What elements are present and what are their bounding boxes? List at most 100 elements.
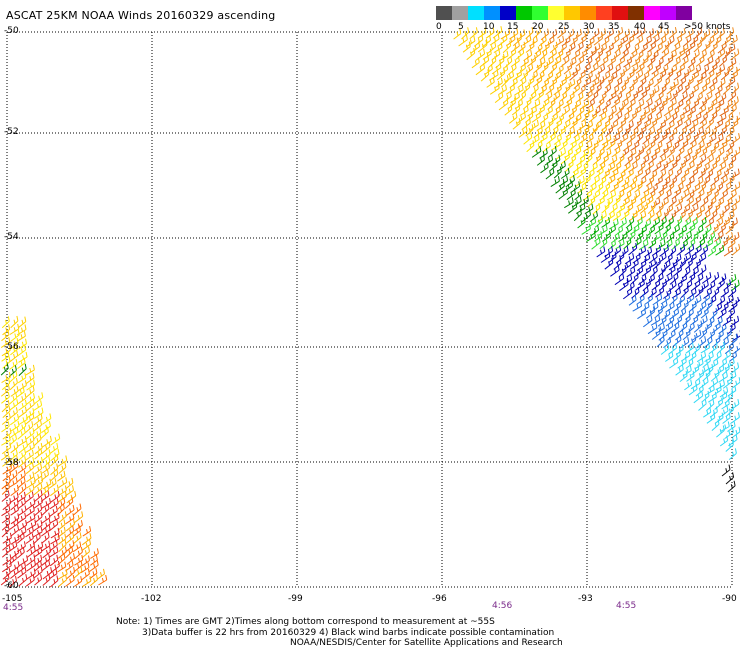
wind-barb [698, 83, 708, 96]
wind-barb [675, 47, 686, 60]
wind-barb [672, 56, 681, 68]
wind-barb [81, 546, 90, 559]
wind-barb [49, 505, 58, 518]
wind-barb [2, 538, 11, 551]
wind-barb [693, 26, 703, 40]
wind-barb [699, 244, 709, 257]
wind-barb [686, 370, 695, 382]
wind-barb [42, 456, 51, 469]
wind-barb [698, 327, 708, 340]
legend-swatch [468, 6, 484, 20]
wind-barb [655, 56, 664, 69]
wind-barb [651, 328, 661, 340]
wind-barb [89, 568, 98, 580]
legend-swatch [660, 6, 676, 20]
wind-barb [577, 216, 586, 229]
wind-barb [34, 476, 44, 489]
wind-barb [625, 168, 634, 180]
wind-barb [581, 110, 590, 123]
wind-barb [626, 266, 636, 278]
wind-barb [710, 223, 719, 236]
wind-barb [662, 92, 672, 104]
wind-barb [72, 503, 82, 516]
wind-barb [42, 435, 52, 448]
wind-barb [620, 28, 631, 41]
wind-barb [573, 126, 582, 139]
wind-barb [644, 194, 654, 207]
wind-barb [596, 96, 605, 109]
wind-barb [579, 133, 588, 144]
wind-barb [693, 39, 702, 53]
wind-barb [612, 245, 622, 258]
wind-barb [81, 568, 90, 581]
wind-barb [526, 90, 537, 103]
wind-barb [0, 384, 10, 397]
wind-barb [717, 391, 728, 403]
wind-barb [10, 442, 19, 454]
wind-barb [705, 117, 714, 130]
wind-barb [685, 358, 694, 369]
wind-barb [34, 511, 43, 524]
wind-barb [724, 62, 734, 75]
wind-barb [685, 125, 696, 138]
wind-barb [713, 34, 722, 47]
wind-barb [733, 112, 740, 125]
wind-barb [643, 113, 653, 124]
wind-barb [722, 315, 732, 327]
wind-barb [637, 112, 646, 124]
wind-barb [8, 470, 18, 482]
wind-barb [41, 503, 50, 516]
wind-barb [730, 96, 739, 109]
legend-swatch [596, 6, 612, 20]
wind-barb [41, 498, 51, 509]
wind-barb [34, 490, 43, 502]
wind-barb [536, 70, 545, 81]
wind-barb [9, 377, 18, 391]
wind-barb [502, 40, 512, 54]
wind-barb [555, 64, 564, 76]
wind-barb [688, 252, 697, 264]
wind-barb [601, 71, 611, 82]
wind-barb [2, 554, 12, 566]
wind-barb [632, 105, 642, 116]
wind-barb [65, 540, 75, 553]
wind-barb [642, 147, 651, 159]
wind-barb [604, 28, 614, 40]
lon-label: -93 [578, 594, 593, 604]
wind-barb [701, 272, 712, 284]
wind-barb [675, 230, 684, 242]
wind-barb [652, 293, 663, 306]
wind-barb [18, 555, 29, 567]
wind-barb [525, 75, 535, 88]
wind-barb [34, 504, 43, 516]
wind-barb [721, 363, 730, 376]
lat-label: -52 [4, 127, 19, 137]
wind-barb [725, 76, 736, 89]
wind-barb [684, 258, 693, 270]
wind-barb [531, 146, 542, 158]
wind-barb [540, 61, 549, 74]
wind-barb [581, 209, 591, 223]
wind-barb [629, 175, 638, 188]
wind-barb [569, 34, 578, 47]
wind-barb [691, 329, 702, 341]
wind-barb [609, 181, 619, 193]
wind-barb [552, 105, 561, 117]
legend-label: 0 [436, 22, 442, 32]
wind-barb [25, 393, 35, 405]
wind-barb [699, 280, 709, 292]
wind-barb [89, 560, 99, 572]
wind-barb [726, 307, 736, 320]
wind-barb [662, 223, 671, 235]
wind-barb [709, 406, 718, 418]
wind-barb [639, 42, 648, 54]
wind-barb [16, 470, 26, 483]
wind-barb [57, 546, 67, 559]
wind-barb [540, 97, 550, 110]
wind-barb [645, 90, 655, 103]
wind-barb [671, 287, 681, 299]
wind-barb [670, 41, 681, 53]
wind-barb [41, 524, 51, 537]
wind-barb [697, 154, 707, 167]
wind-barb [616, 203, 626, 214]
